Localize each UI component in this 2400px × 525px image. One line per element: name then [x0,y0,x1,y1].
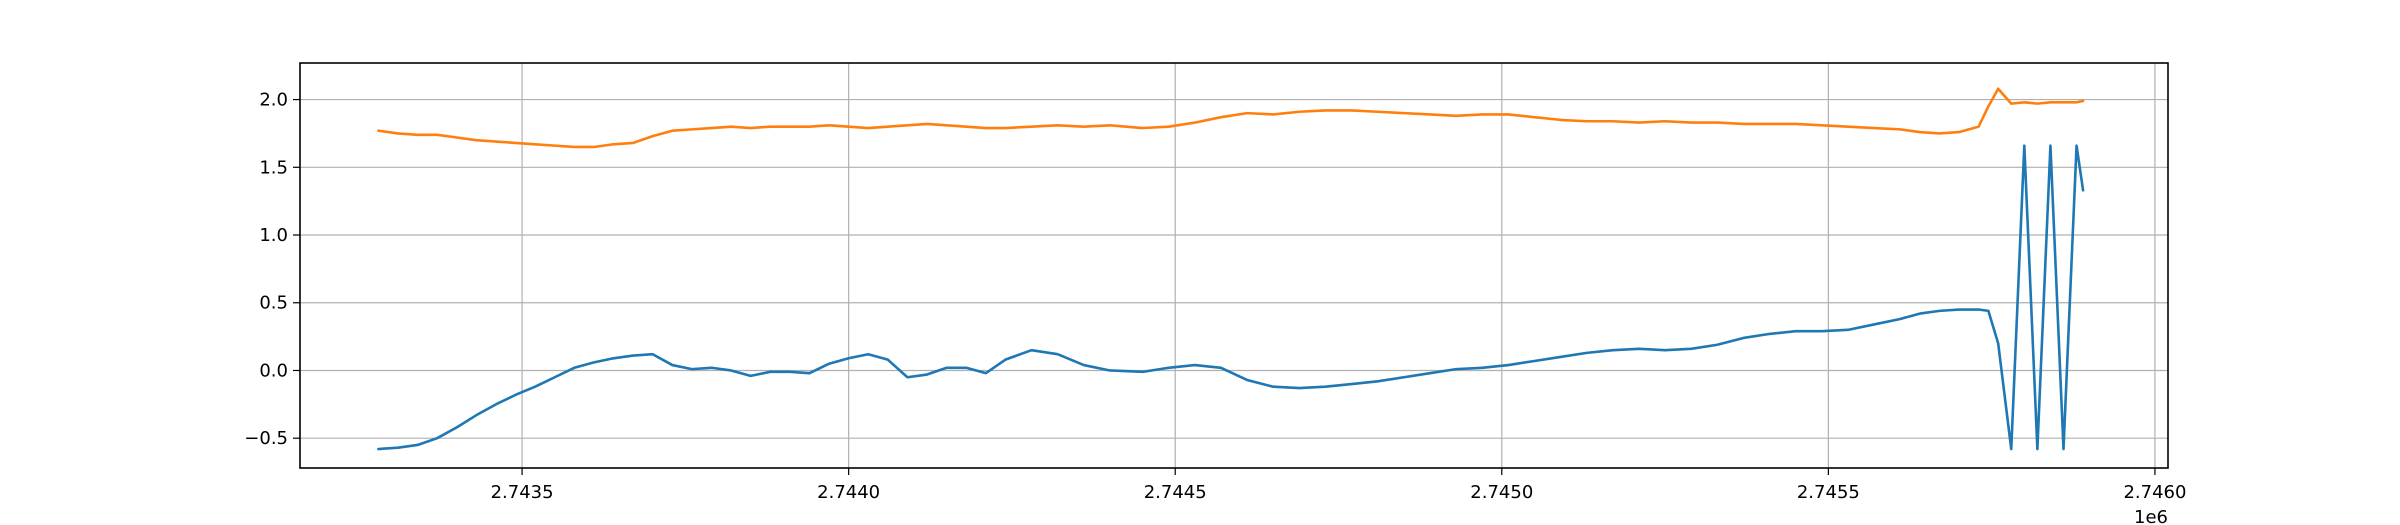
x-tick-label: 2.7460 [2123,482,2186,503]
x-tick-label: 2.7455 [1797,482,1860,503]
series-line-2 [377,87,2085,149]
series-layer [377,87,2085,451]
series-line-1 [377,144,2085,451]
x-tick-label: 2.7440 [817,482,880,503]
axes-frame [299,62,2169,469]
ticks: 2.7435 2.7440 2.7445 2.7450 2.7455 2.7460 −0.5… [244,90,2186,503]
x-tick-label: 2.7435 [491,482,554,503]
x-axis-offset-label: 1e6 [2134,507,2168,525]
x-tick-label: 2.7450 [1470,482,1533,503]
y-tick-label: 2.0 [259,90,288,111]
grid [300,63,2168,468]
y-tick-label: 0.5 [259,293,288,314]
y-tick-label: −0.5 [244,428,288,449]
y-tick-label: 1.5 [259,157,288,178]
x-tick-label: 2.7445 [1144,482,1207,503]
y-tick-label: 1.0 [259,225,288,246]
y-tick-label: 0.0 [259,360,288,381]
